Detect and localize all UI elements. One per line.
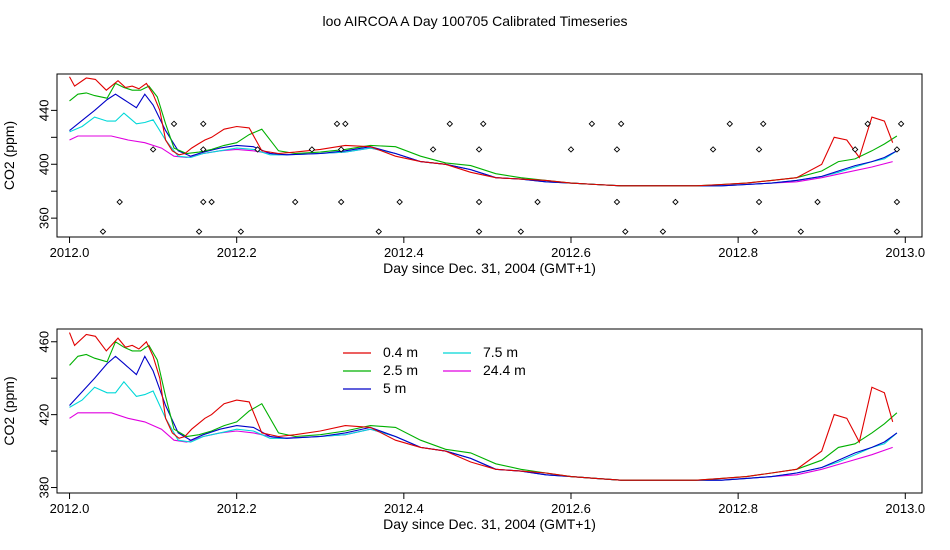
bottom-panel: 2012.0 2012.2 2012.4 2012.6 2012.8 2013.0 380 4…	[1, 328, 925, 532]
marker-point	[337, 146, 345, 153]
plot-frame	[56, 73, 923, 238]
marker-point	[893, 198, 901, 206]
marker-point	[342, 120, 349, 128]
marker-point	[475, 198, 483, 206]
marker-point	[254, 146, 261, 153]
marker-point	[291, 198, 299, 206]
series-line-5-m	[69, 355, 898, 481]
series-line-0-4-m	[69, 76, 894, 187]
marker-point	[200, 146, 207, 153]
legend-label: 2.5 m	[383, 362, 418, 378]
marker-point	[726, 120, 734, 128]
y-tick-label: 360	[36, 207, 51, 229]
marker-point	[797, 228, 805, 235]
marker-point	[622, 228, 629, 235]
marker-point	[755, 146, 763, 153]
marker-point	[659, 228, 667, 235]
marker-point	[195, 228, 203, 235]
marker-point	[814, 198, 821, 206]
plot-area	[68, 332, 898, 481]
marker-point	[672, 198, 679, 206]
marker-point	[308, 146, 316, 153]
marker-point	[446, 120, 454, 128]
marker-point	[429, 146, 437, 153]
marker-point	[200, 198, 207, 206]
marker-point	[534, 198, 541, 206]
series-line-24-4-m	[69, 412, 893, 481]
marker-point	[755, 198, 763, 206]
series-line-5-m	[69, 93, 898, 187]
marker-point	[897, 120, 905, 128]
x-tick-label: 2012.4	[384, 501, 424, 516]
marker-point	[588, 120, 596, 128]
series-line-24-4-m	[69, 135, 893, 187]
marker-point	[116, 198, 123, 206]
marker-point	[333, 120, 341, 128]
marker-point	[237, 228, 245, 235]
y-axis-label: CO2 (ppm)	[1, 121, 17, 190]
y-axis-label: CO2 (ppm)	[1, 376, 17, 445]
x-tick-label: 2012.4	[384, 245, 424, 260]
marker-point	[617, 120, 625, 128]
series-line-0-4-m	[68, 332, 894, 481]
marker-point	[517, 228, 525, 235]
marker-point	[893, 146, 901, 153]
x-axis-label: Day since Dec. 31, 2004 (GMT+1)	[383, 516, 596, 532]
marker-point	[567, 146, 575, 153]
marker-point	[200, 120, 207, 128]
marker-point	[99, 228, 107, 235]
x-tick-label: 2012.6	[551, 245, 591, 260]
legend-label: 5 m	[383, 380, 406, 396]
y-tick-label: 400	[36, 153, 51, 175]
x-tick-label: 2013.0	[885, 501, 925, 516]
marker-point	[149, 146, 157, 153]
plot-area	[69, 76, 905, 235]
series-line-2-5-m	[69, 82, 898, 187]
x-tick-label: 2012.8	[718, 501, 758, 516]
marker-point	[751, 228, 759, 235]
y-tick-label: 440	[36, 100, 51, 122]
marker-point	[893, 228, 901, 235]
marker-point	[337, 198, 345, 206]
x-axis-label: Day since Dec. 31, 2004 (GMT+1)	[383, 260, 596, 276]
y-tick-label: 420	[36, 404, 51, 426]
x-tick-label: 2012.6	[551, 501, 591, 516]
marker-point	[479, 120, 487, 128]
x-tick-label: 2012.8	[718, 245, 758, 260]
legend-label: 0.4 m	[383, 344, 418, 360]
marker-point	[208, 198, 215, 206]
marker-point	[709, 146, 717, 153]
chart-title: loo AIRCOA A Day 100705 Calibrated Times…	[322, 13, 627, 29]
x-tick-label: 2012.0	[50, 245, 90, 260]
x-tick-label: 2012.0	[50, 501, 90, 516]
y-tick-label: 380	[36, 477, 51, 499]
y-tick-label: 460	[36, 331, 51, 353]
legend-label: 7.5 m	[483, 344, 518, 360]
marker-point	[613, 146, 621, 153]
marker-point	[851, 146, 859, 153]
marker-point	[613, 198, 621, 206]
marker-point	[375, 228, 382, 235]
marker-point	[475, 146, 483, 153]
legend-label: 24.4 m	[483, 362, 526, 378]
plot-frame	[56, 328, 923, 494]
marker-point	[864, 120, 871, 128]
top-panel: 2012.0 2012.2 2012.4 2012.6 2012.8 2013.0 360 4…	[1, 73, 925, 276]
marker-point	[396, 198, 403, 206]
marker-point	[475, 228, 483, 235]
x-tick-label: 2012.2	[217, 501, 257, 516]
x-tick-label: 2012.2	[217, 245, 257, 260]
marker-point	[170, 120, 178, 128]
x-tick-label: 2013.0	[885, 245, 925, 260]
marker-point	[759, 120, 767, 128]
